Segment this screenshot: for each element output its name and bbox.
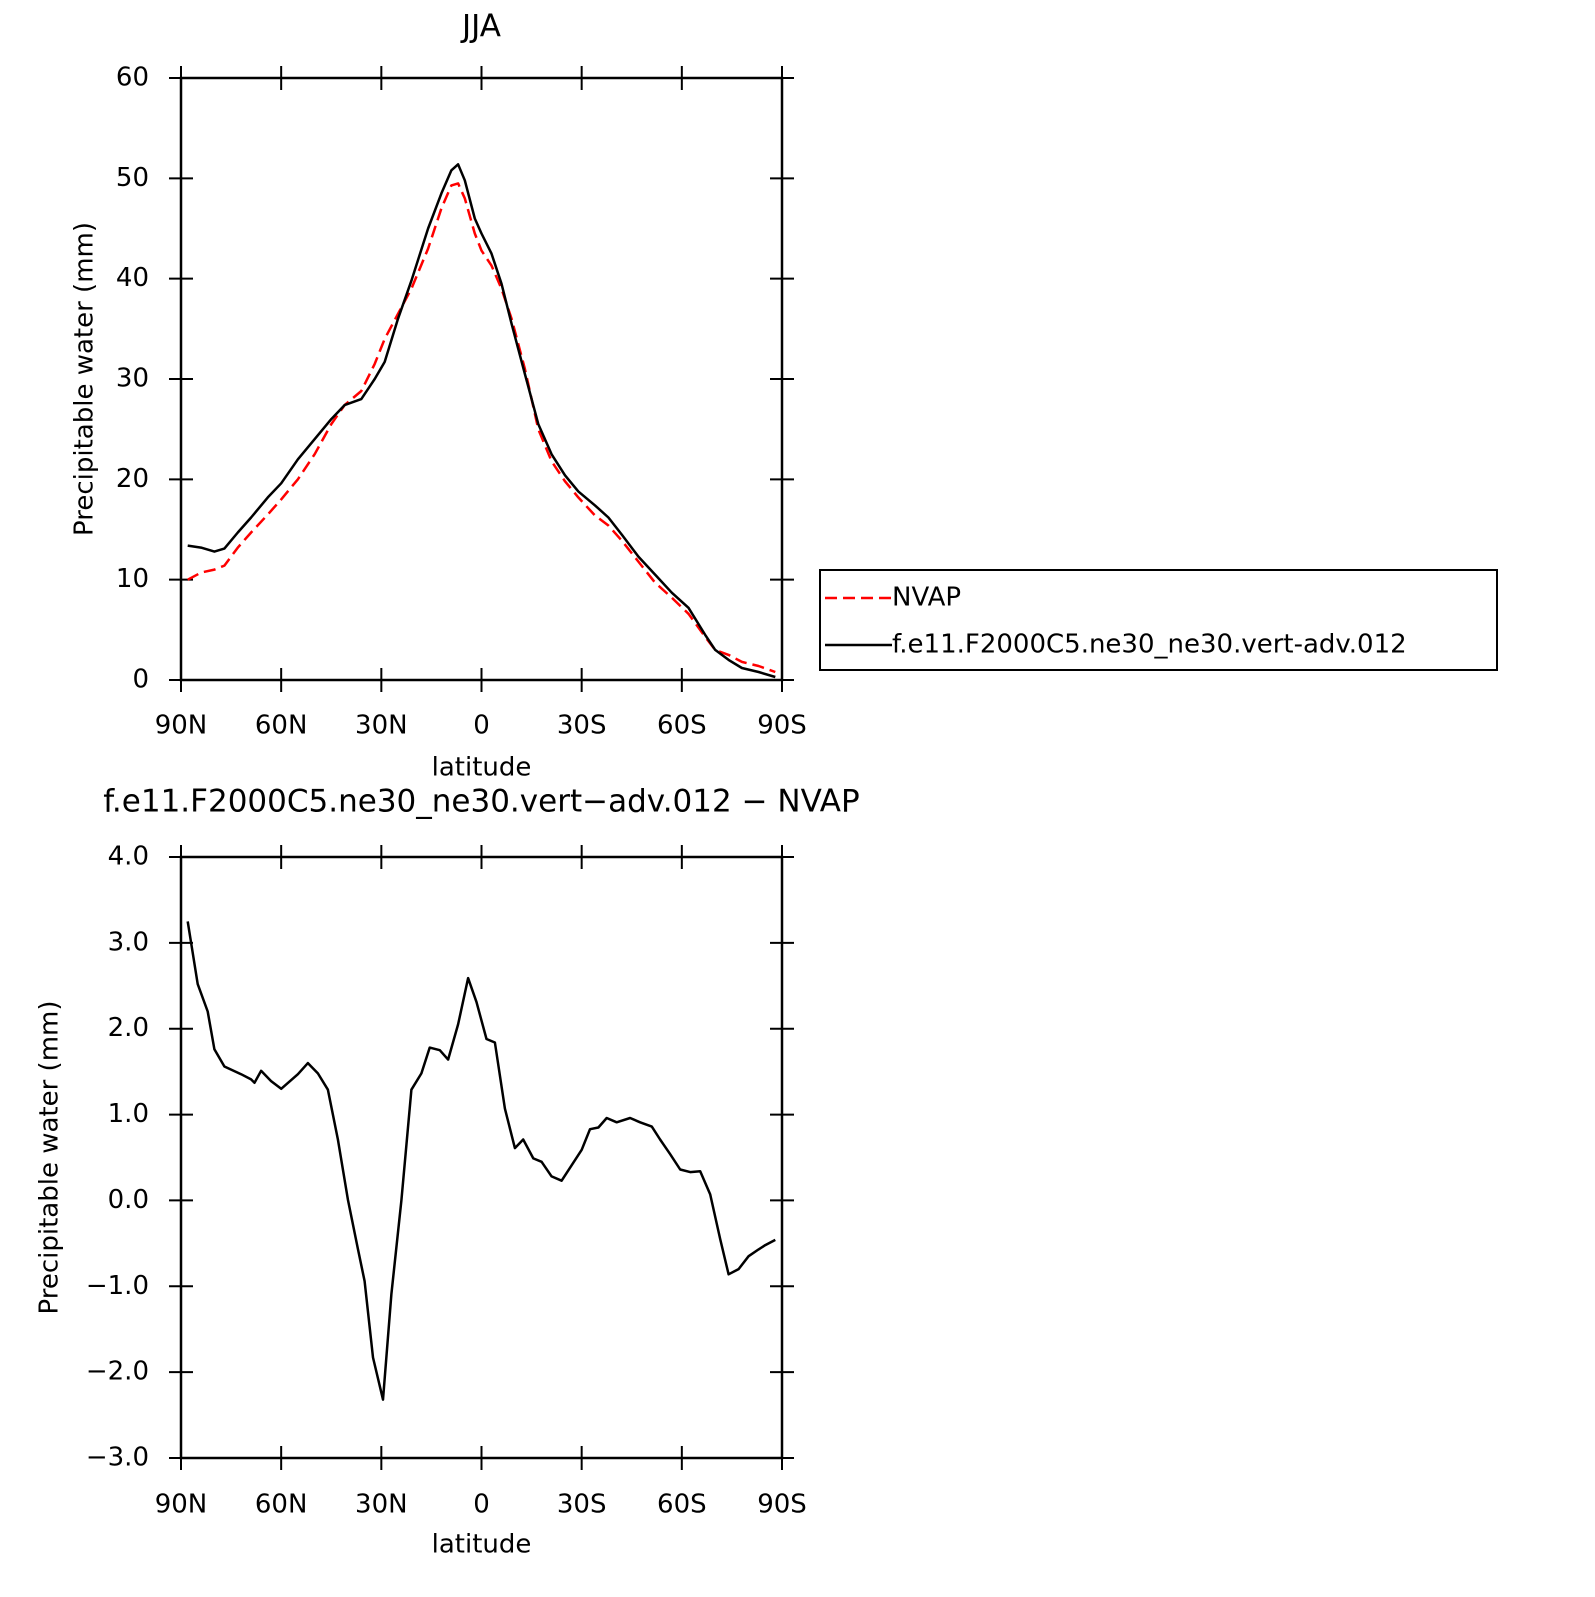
x-tick-label: 60N bbox=[255, 711, 308, 741]
y-tick-label: 0 bbox=[132, 665, 149, 695]
chart-title: f.e11.F2000C5.ne30_ne30.vert−adv.012 − N… bbox=[103, 784, 859, 820]
x-axis-label: latitude bbox=[432, 753, 532, 783]
y-tick-label: 60 bbox=[116, 63, 149, 93]
x-tick-label: 30N bbox=[355, 1490, 408, 1520]
data-line bbox=[186, 921, 776, 1401]
y-tick-label: −2.0 bbox=[86, 1357, 149, 1387]
x-tick-label: 0 bbox=[473, 1490, 490, 1520]
x-tick-label: 90N bbox=[155, 711, 208, 741]
y-tick-label: −3.0 bbox=[86, 1443, 149, 1473]
y-tick-label: 3.0 bbox=[108, 927, 149, 957]
plot-frame bbox=[179, 76, 784, 682]
y-tick-label: 0.0 bbox=[108, 1185, 149, 1215]
legend-frame bbox=[819, 569, 1498, 671]
y-tick-label: 1.0 bbox=[108, 1099, 149, 1129]
y-tick-label: 50 bbox=[116, 163, 149, 193]
x-tick-label: 60N bbox=[255, 1490, 308, 1520]
x-tick-label: 90S bbox=[757, 1490, 807, 1520]
y-tick-label: 10 bbox=[116, 564, 149, 594]
x-tick-label: 30S bbox=[557, 1490, 607, 1520]
y-tick-label: 20 bbox=[116, 464, 149, 494]
y-axis-label: Precipitable water (mm) bbox=[35, 1001, 65, 1315]
y-tick-label: 40 bbox=[116, 263, 149, 293]
x-tick-label: 60S bbox=[657, 1490, 707, 1520]
data-line bbox=[187, 182, 776, 674]
x-axis-label: latitude bbox=[432, 1530, 532, 1560]
x-tick-label: 90N bbox=[155, 1490, 208, 1520]
x-tick-label: 0 bbox=[473, 711, 490, 741]
y-tick-label: 2.0 bbox=[108, 1013, 149, 1043]
x-tick-label: 60S bbox=[657, 711, 707, 741]
y-tick-label: 4.0 bbox=[108, 842, 149, 872]
x-tick-label: 90S bbox=[757, 711, 807, 741]
y-tick-label: −1.0 bbox=[86, 1271, 149, 1301]
chart-title: JJA bbox=[460, 9, 501, 45]
legend-label: NVAP bbox=[892, 583, 961, 613]
x-tick-label: 30S bbox=[557, 711, 607, 741]
x-tick-label: 30N bbox=[355, 711, 408, 741]
legend-label: f.e11.F2000C5.ne30_ne30.vert-adv.012 bbox=[892, 630, 1407, 660]
y-tick-label: 30 bbox=[116, 364, 149, 394]
y-axis-label: Precipitable water (mm) bbox=[70, 222, 100, 536]
data-line bbox=[187, 163, 776, 679]
plot-frame bbox=[179, 855, 784, 1460]
